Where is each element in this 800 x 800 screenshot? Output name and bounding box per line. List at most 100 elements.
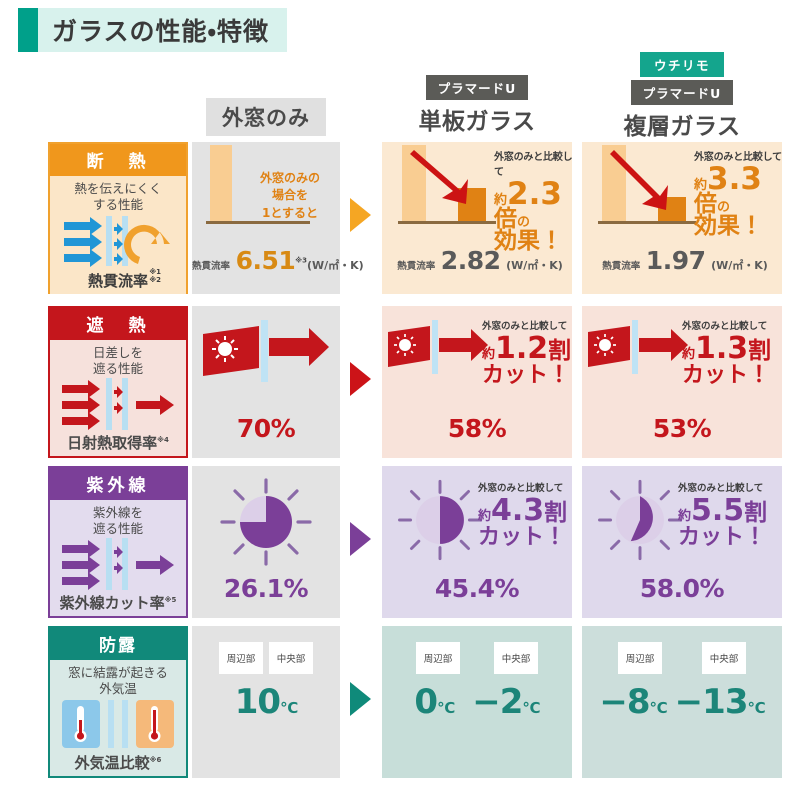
row-label-insulation: 断 熱 熱を伝えにくく する性能 熱貫流率 ※1 ※2 [48, 142, 188, 295]
row-label-condensation-metric: 外気温比較※6 [74, 754, 162, 772]
row-label-insulation-metric: 熱貫流率 ※1 ※2 [87, 268, 161, 291]
chips-plain: 周辺部 中央部 [192, 626, 340, 674]
down-arrow-icon [410, 150, 468, 204]
metric-value-plain: 熱貫流率 6.51※3(W/㎡・K) [192, 246, 364, 275]
arrow-uv-icon [350, 522, 371, 556]
bar-baseline [598, 221, 696, 224]
comparison-label-double: 外窓のみと比較して [682, 321, 768, 332]
comparison-label-single: 外窓のみと比較して [482, 321, 568, 332]
metric-value-double: 熱貫流率 1.97 (W/㎡・K) [582, 246, 782, 275]
cell-insulation-single: 外窓のみと比較して 約2.3倍の 効果！ 熱貫流率 2.82 (W/㎡・K) [382, 142, 573, 294]
chip-edge-single: 周辺部 [416, 642, 460, 674]
metric-number-plain: 6.51 [235, 246, 296, 275]
heat-flow-icon [64, 216, 170, 268]
comparison-label-double: 外窓のみと比較して [694, 152, 782, 163]
temp-center-double: −13℃ [674, 682, 766, 722]
page-title: ガラスの性能・特徴 [52, 17, 270, 46]
arrow-insulation-icon [350, 198, 371, 232]
value-heat-shield-single: 58% [447, 414, 507, 443]
tag-plamado-single: プラマードU [425, 75, 529, 100]
temp-edge-double: −8℃ [599, 682, 667, 722]
temp-edge-single: 0℃ [414, 682, 455, 722]
cell-insulation-plain: 外窓のみの 場合を 1とすると 熱貫流率 6.51※3(W/㎡・K) [192, 142, 364, 294]
row-label-uv-sub: 紫外線を 遮る性能 [92, 505, 143, 536]
column-header-plain-label: 外窓のみ [206, 98, 326, 136]
metric-unit-single: (W/㎡・K) [506, 259, 563, 272]
temps-plain: 10℃ [192, 674, 340, 722]
cell-uv-double: 外窓のみと比較して 約5.5割 カット！ 58.0% [582, 466, 782, 618]
uv-sun-pie-icon [598, 479, 682, 561]
row-label-heat-shield-head: 遮 熱 [50, 308, 186, 340]
metric-unit-double: (W/㎡・K) [711, 259, 768, 272]
comparison-effect-single: 効果！ [494, 228, 563, 255]
column-header-single: プラマードU 単板ガラス [382, 52, 572, 136]
temps-double: −8℃ −13℃ [582, 674, 782, 722]
comparison-note-double: 外窓のみと比較して 約5.5割 カット！ [678, 484, 778, 548]
row-label-insulation-sub: 熱を伝えにくく する性能 [74, 181, 162, 212]
comparison-factor-double: 約3.3倍の [694, 161, 762, 218]
sun-ray-flag-icon [588, 320, 688, 374]
metric-label-single: 熱貫流率 [397, 261, 436, 272]
uv-sun-pie-icon [220, 478, 312, 566]
row-label-condensation-sub: 窓に結露が起きる 外気温 [68, 665, 168, 696]
sun-block-arrow-icon [62, 378, 174, 431]
arrow-heat-shield-icon [350, 362, 371, 396]
cell-condensation-plain: 周辺部 中央部 10℃ [192, 626, 340, 778]
sun-ray-flag-icon [203, 320, 329, 382]
tag-plamado-double: プラマードU [630, 80, 734, 105]
cell-insulation-double: 外窓のみと比較して 約3.3倍の 効果！ 熱貫流率 1.97 (W/㎡・K) [582, 142, 782, 294]
value-heat-shield-plain: 70% [236, 414, 296, 443]
comparison-note-double: 外窓のみと比較して 約1.3割 カット！ [682, 322, 777, 386]
chip-center-plain: 中央部 [269, 642, 313, 674]
cell-heat-shield-single: 外窓のみと比較して 約1.2割 カット！ 58% [382, 306, 572, 458]
tag-uchirimo: ウチリモ [639, 52, 724, 77]
comparison-note-double: 外窓のみと比較して 約3.3倍の 効果！ [694, 148, 782, 238]
temp-center-single: −2℃ [472, 682, 540, 722]
comparison-note-single: 外窓のみと比較して 約4.3割 カット！ [478, 484, 572, 548]
uv-block-arrow-icon [62, 538, 174, 591]
comparison-factor-single: 約1.2割 [482, 331, 572, 367]
bar-plain-tall [210, 145, 232, 221]
title-accent-bar [18, 8, 38, 52]
chip-edge-plain: 周辺部 [219, 642, 263, 674]
cell-heat-shield-plain: 70% [192, 306, 340, 458]
column-header-double: ウチリモ プラマードU 複層ガラス [582, 52, 782, 141]
chip-center-single: 中央部 [494, 642, 538, 674]
temp-plain: 10℃ [234, 682, 299, 722]
comparison-note-single: 外窓のみと比較して 約2.3倍の 効果！ [494, 148, 578, 253]
temps-single: 0℃ −2℃ [382, 674, 572, 722]
down-arrow-icon [610, 150, 668, 210]
comparison-factor-single: 約2.3倍の [494, 176, 562, 233]
arrow-condensation-icon [350, 682, 371, 716]
metric-number-double: 1.97 [645, 246, 706, 275]
row-label-heat-shield-metric: 日射熱取得率※4 [67, 434, 169, 453]
chip-edge-double: 周辺部 [618, 642, 662, 674]
cell-uv-plain: 26.1% [192, 466, 340, 618]
comparison-cut-single: カット！ [478, 524, 567, 550]
row-label-heat-shield-sub: 日差しを 遮る性能 [92, 345, 143, 376]
row-label-heat-shield: 遮 熱 日差しを 遮る性能 日射熱取得率※4 [48, 306, 188, 458]
comparison-cut-double: カット！ [678, 524, 767, 550]
value-uv-plain: 26.1% [223, 574, 309, 603]
page-title-banner: ガラスの性能・特徴 [18, 8, 288, 52]
value-uv-double: 58.0% [639, 574, 725, 603]
title-box: ガラスの性能・特徴 [38, 8, 288, 52]
bar-chart-plain: 外窓のみの 場合を 1とすると [192, 142, 340, 246]
metric-footnote-plain: ※3 [295, 256, 307, 265]
cell-heat-shield-double: 外窓のみと比較して 約1.3割 カット！ 53% [582, 306, 782, 458]
cell-uv-single: 外窓のみと比較して 約4.3割 カット！ 45.4% [382, 466, 572, 618]
column-header-single-label: 単板ガラス [418, 109, 536, 135]
metric-unit-plain: (W/㎡・K) [306, 259, 364, 272]
thermometer-compare-icon [62, 700, 174, 749]
chip-center-double: 中央部 [702, 642, 746, 674]
comparison-effect-double: 効果！ [694, 213, 763, 240]
comparison-label-single: 外窓のみと比較して [494, 152, 573, 178]
chips-single: 周辺部 中央部 [382, 626, 572, 674]
bar-chart-single: 外窓のみと比較して 約2.3倍の 効果！ [382, 142, 573, 253]
bar-baseline [398, 221, 496, 224]
row-label-uv-metric: 紫外線カット率※5 [59, 594, 177, 613]
